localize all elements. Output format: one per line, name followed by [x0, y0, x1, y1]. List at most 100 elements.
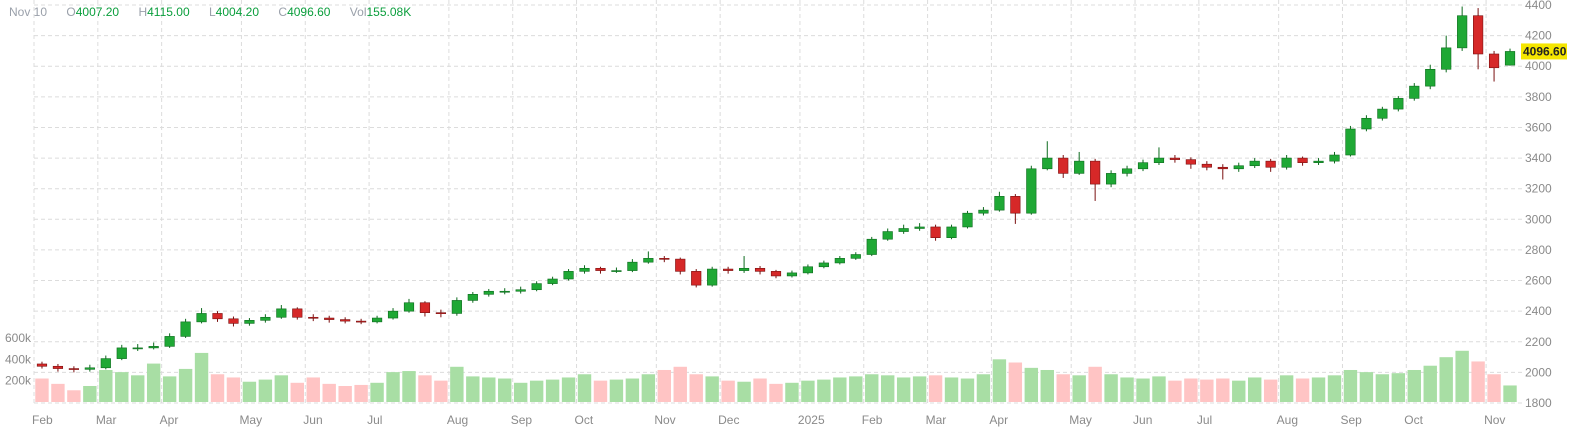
candle-body	[308, 316, 319, 319]
candle-body	[994, 196, 1005, 211]
volume-bar	[801, 380, 815, 402]
volume-bar	[896, 377, 911, 402]
axes: 1800 2000 2200 2400 2600 2800 3000 3200 3400 3600…	[5, 0, 1567, 427]
candle-body	[451, 300, 462, 314]
high-label: H	[138, 5, 148, 19]
candle-body	[212, 313, 223, 320]
volume-bar	[1120, 377, 1134, 402]
low-value: 4004.20	[215, 5, 260, 19]
candle-body	[946, 226, 957, 238]
candle-body	[356, 320, 367, 323]
volume-bar	[1104, 374, 1118, 402]
candle-body	[770, 271, 782, 277]
candle-body	[100, 358, 111, 369]
candle-body	[1185, 159, 1196, 165]
price-tick-label: 4000	[1525, 59, 1552, 73]
open-label: O	[66, 5, 76, 19]
volume-bar	[577, 374, 592, 402]
candle-body	[435, 312, 446, 314]
candle-body	[340, 319, 351, 322]
ohlc-legend: Nov 10 O4007.20 H4115.00 L4004.20 C4096.…	[9, 5, 411, 19]
volume-bar	[1455, 350, 1469, 402]
candle-body	[579, 267, 590, 272]
time-tick-label: Mar	[96, 413, 117, 427]
price-tick-label: 4400	[1525, 0, 1552, 12]
time-tick-label: Nov	[654, 413, 675, 427]
volume-bar	[1040, 369, 1054, 402]
volume-bar	[849, 376, 863, 402]
open-value: 4007.20	[75, 5, 120, 19]
volume-bar	[960, 378, 975, 402]
candle-body	[1265, 160, 1276, 168]
candle-body	[1345, 128, 1356, 156]
volume-bar	[226, 377, 241, 402]
time-tick-label: Jul	[367, 413, 382, 427]
candle-body	[1026, 168, 1037, 214]
volume-tick-label: 600k	[5, 331, 32, 345]
volume-bar	[1056, 374, 1070, 402]
volume-bar	[338, 385, 352, 402]
volume-bar	[482, 377, 496, 402]
volume-bar	[1152, 376, 1166, 402]
time-tick-label: Aug	[447, 413, 468, 427]
candle-body	[228, 318, 239, 324]
volume-bar	[689, 374, 703, 402]
price-tick-label: 4200	[1525, 29, 1552, 43]
volume-bar	[657, 369, 672, 402]
candle-body	[978, 209, 989, 214]
price-tick-label: 1800	[1525, 396, 1552, 410]
high-value: 4115.00	[147, 5, 190, 19]
volume-bar	[785, 382, 799, 402]
volume-bar	[274, 375, 289, 402]
time-tick-label: Apr	[989, 413, 1008, 427]
candle-body	[1169, 157, 1181, 160]
volume-bar	[67, 390, 81, 402]
volume-bar	[306, 377, 320, 402]
volume-bar	[593, 380, 608, 402]
volume-bar	[1263, 379, 1278, 402]
candle-body	[483, 290, 494, 295]
volume-bar	[912, 376, 927, 402]
volume-bar	[1024, 367, 1039, 402]
candle-body	[467, 294, 478, 301]
volume-bar	[178, 368, 193, 402]
volume-bar	[753, 378, 767, 402]
volume-bar	[1072, 375, 1086, 402]
candle-body	[132, 347, 143, 350]
volume-bar	[1279, 375, 1294, 402]
volume-bar	[1088, 366, 1102, 402]
candle-body	[148, 346, 159, 349]
candle-body	[1201, 163, 1212, 168]
candle-body	[850, 254, 861, 259]
time-tick-label: Sep	[1340, 413, 1362, 427]
price-tick-label: 2400	[1525, 304, 1552, 318]
volume-label: Vol	[349, 5, 367, 19]
candle-body	[260, 316, 271, 321]
price-tick-label: 2800	[1525, 243, 1552, 257]
volume-bar	[513, 382, 528, 402]
time-tick-label: Jun	[1133, 413, 1152, 427]
volume-bar	[498, 378, 512, 402]
candle-body	[866, 238, 877, 255]
volume-bar	[258, 379, 273, 402]
volume-bar	[769, 383, 783, 402]
candle-body	[1121, 168, 1133, 174]
candle-body	[292, 308, 303, 318]
candle-body	[563, 271, 574, 280]
volume-bar	[35, 378, 49, 402]
candle-body	[882, 231, 893, 240]
volume-bar	[833, 377, 847, 402]
candle-body	[1393, 98, 1404, 110]
candle-body	[914, 226, 925, 229]
volume-tick-label: 200k	[5, 374, 32, 388]
time-tick-label: Apr	[160, 413, 179, 427]
volume-bar	[1423, 365, 1437, 402]
time-tick-label: May	[239, 413, 262, 427]
candle-body	[68, 368, 79, 370]
candle-body	[659, 258, 670, 260]
candle-body	[36, 363, 48, 367]
volume-bar	[1248, 377, 1262, 402]
candle-body	[1313, 160, 1324, 163]
volume-bar	[131, 375, 145, 402]
